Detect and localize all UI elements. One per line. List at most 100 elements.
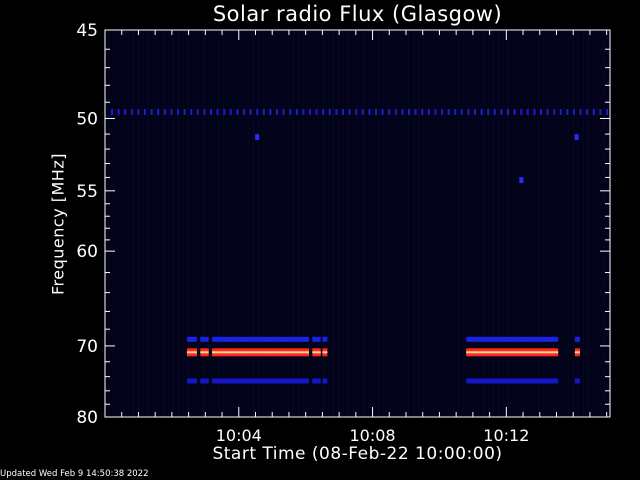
background-line-dash — [421, 109, 424, 115]
noise-column — [388, 31, 389, 416]
noise-column — [518, 31, 519, 416]
noise-column — [503, 31, 504, 416]
background-line-dash — [592, 109, 595, 115]
emission-spot — [519, 177, 524, 184]
noise-column — [148, 31, 149, 416]
background-line-dash — [553, 109, 556, 115]
background-line-dash — [500, 109, 503, 115]
background-line-dash — [328, 109, 331, 115]
background-line-dash — [414, 109, 417, 115]
noise-column — [448, 31, 449, 416]
noise-column — [238, 31, 239, 416]
plot-area — [105, 30, 610, 417]
background-line-dash — [408, 109, 410, 115]
background-line-dash — [579, 109, 582, 115]
noise-column — [143, 31, 144, 416]
noise-column — [443, 31, 444, 416]
axis-layer: 45 50 55 60 70 80 10:04 10:08 10:12 — [76, 21, 610, 445]
emission-band — [212, 336, 310, 342]
noise-column — [548, 31, 549, 416]
noise-column — [173, 31, 174, 416]
noise-column — [373, 31, 374, 416]
noise-column — [478, 31, 479, 416]
y-tick-label: 80 — [76, 408, 98, 428]
noise-column — [378, 31, 379, 416]
background-line-dash — [441, 109, 443, 115]
background-line-dash — [355, 109, 358, 115]
background-line-dash — [586, 109, 589, 115]
emission-band-core — [186, 351, 197, 354]
background-line-dash — [315, 109, 318, 115]
noise-column — [453, 31, 454, 416]
background-line-dash — [117, 109, 120, 115]
background-line-dash — [130, 109, 133, 115]
background-line-dash — [282, 109, 285, 115]
noise-column — [538, 31, 539, 416]
background-line-dash — [540, 109, 542, 115]
background-line-dash — [144, 109, 146, 115]
noise-column — [543, 31, 544, 416]
background-line-dash — [322, 109, 325, 115]
noise-column — [313, 31, 314, 416]
background-line-dash — [381, 109, 384, 115]
noise-column — [108, 31, 109, 416]
background-line-dash — [401, 109, 404, 115]
noise-column — [368, 31, 369, 416]
noise-column — [578, 31, 579, 416]
background-line-dash — [111, 109, 113, 115]
noise-column — [363, 31, 364, 416]
background-line-dash — [124, 109, 127, 115]
background-line-dash — [269, 109, 272, 115]
noise-column — [263, 31, 264, 416]
noise-column — [423, 31, 424, 416]
background-line-dash — [190, 109, 193, 115]
noise-column — [333, 31, 334, 416]
noise-column — [168, 31, 169, 416]
noise-column — [118, 31, 119, 416]
emission-band — [312, 378, 321, 384]
noise-column — [588, 31, 589, 416]
background-line-dash — [388, 109, 391, 115]
background-line-dash — [163, 109, 166, 115]
noise-column — [418, 31, 419, 416]
emission-band — [212, 378, 310, 384]
emission-band — [574, 378, 580, 384]
noise-column — [408, 31, 409, 416]
noise-column — [288, 31, 289, 416]
emission-band — [200, 378, 209, 384]
noise-column — [568, 31, 569, 416]
noise-column — [463, 31, 464, 416]
emission-spot — [255, 134, 260, 141]
noise-column — [558, 31, 559, 416]
noise-column — [553, 31, 554, 416]
background-line-dash — [262, 109, 265, 115]
background-line-dash — [599, 109, 602, 115]
noise-column — [273, 31, 274, 416]
noise-column — [203, 31, 204, 416]
noise-column — [163, 31, 164, 416]
background-line-dash — [229, 109, 232, 115]
emission-band — [186, 336, 197, 342]
background-line-dash — [348, 109, 351, 115]
y-tick-label: 55 — [76, 182, 98, 202]
background-line-dash — [533, 109, 536, 115]
noise-column — [353, 31, 354, 416]
noise-column — [498, 31, 499, 416]
background-line-dash — [302, 109, 305, 115]
noise-column — [258, 31, 259, 416]
emission-band-core — [574, 351, 580, 354]
x-tick-label: 10:04 — [216, 426, 262, 445]
noise-column — [433, 31, 434, 416]
background-line-dash — [256, 109, 259, 115]
noise-column — [428, 31, 429, 416]
noise-column — [193, 31, 194, 416]
noise-column — [113, 31, 114, 416]
noise-column — [383, 31, 384, 416]
background-line-dash — [513, 109, 516, 115]
noise-column — [308, 31, 309, 416]
noise-column — [473, 31, 474, 416]
background-line-dash — [566, 109, 569, 115]
noise-column — [303, 31, 304, 416]
background-line-dash — [170, 109, 173, 115]
background-line-dash — [573, 109, 575, 115]
